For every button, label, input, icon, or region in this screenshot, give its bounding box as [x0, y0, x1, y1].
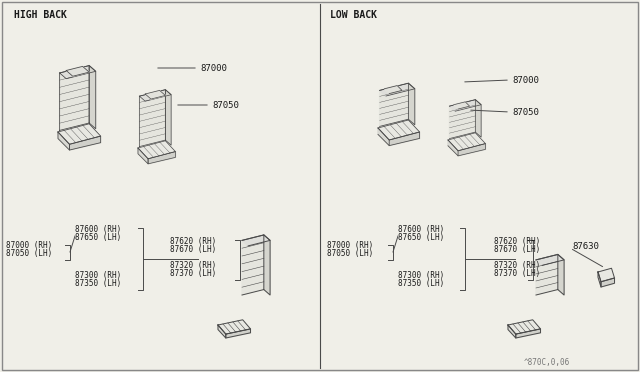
- Text: 87620 (RH): 87620 (RH): [170, 237, 216, 246]
- Text: ^870C,0,06: ^870C,0,06: [524, 358, 570, 367]
- Polygon shape: [89, 65, 96, 129]
- Polygon shape: [449, 100, 481, 111]
- Polygon shape: [449, 100, 476, 138]
- Polygon shape: [165, 90, 171, 145]
- Text: 87670 (LH): 87670 (LH): [170, 245, 216, 254]
- Polygon shape: [536, 254, 564, 265]
- Polygon shape: [516, 329, 541, 338]
- Polygon shape: [140, 90, 171, 101]
- Text: 87620 (RH): 87620 (RH): [494, 237, 540, 246]
- Text: 87050: 87050: [512, 108, 539, 116]
- Text: 87630: 87630: [572, 241, 599, 250]
- Text: 87320 (RH): 87320 (RH): [494, 261, 540, 270]
- Polygon shape: [66, 66, 89, 76]
- Text: 87000: 87000: [200, 64, 227, 73]
- Text: 87300 (RH): 87300 (RH): [75, 271, 121, 280]
- Polygon shape: [60, 65, 96, 79]
- Polygon shape: [448, 140, 458, 156]
- Text: 87350 (LH): 87350 (LH): [398, 279, 444, 288]
- Polygon shape: [58, 124, 100, 144]
- Text: 87670 (LH): 87670 (LH): [494, 245, 540, 254]
- Polygon shape: [601, 278, 614, 287]
- Polygon shape: [242, 235, 264, 295]
- Polygon shape: [508, 325, 516, 338]
- Text: 87370 (LH): 87370 (LH): [494, 269, 540, 278]
- Polygon shape: [218, 325, 226, 338]
- Polygon shape: [476, 100, 481, 137]
- Polygon shape: [536, 254, 558, 295]
- Polygon shape: [380, 83, 408, 126]
- Polygon shape: [378, 128, 389, 145]
- Polygon shape: [389, 132, 420, 145]
- Polygon shape: [408, 83, 415, 125]
- Text: 87050: 87050: [212, 100, 239, 109]
- Text: LOW BACK: LOW BACK: [330, 10, 377, 20]
- Polygon shape: [264, 235, 270, 295]
- Text: 87000 (RH): 87000 (RH): [327, 241, 373, 250]
- Text: 87050 (LH): 87050 (LH): [6, 249, 52, 258]
- Polygon shape: [508, 320, 541, 334]
- Polygon shape: [70, 136, 100, 150]
- Text: HIGH BACK: HIGH BACK: [14, 10, 67, 20]
- Polygon shape: [454, 102, 470, 109]
- Polygon shape: [378, 120, 420, 140]
- Polygon shape: [598, 268, 614, 282]
- Text: 87300 (RH): 87300 (RH): [398, 271, 444, 280]
- Polygon shape: [458, 144, 486, 156]
- Polygon shape: [58, 132, 70, 150]
- Polygon shape: [380, 83, 415, 96]
- Text: 87370 (LH): 87370 (LH): [170, 269, 216, 278]
- Polygon shape: [145, 90, 165, 99]
- Polygon shape: [138, 141, 175, 159]
- Text: 87050 (LH): 87050 (LH): [327, 249, 373, 258]
- Text: 87600 (RH): 87600 (RH): [75, 225, 121, 234]
- Text: 87000: 87000: [512, 76, 539, 84]
- Polygon shape: [140, 90, 165, 147]
- Polygon shape: [226, 329, 250, 338]
- Text: 87000 (RH): 87000 (RH): [6, 241, 52, 250]
- Text: 87600 (RH): 87600 (RH): [398, 225, 444, 234]
- Polygon shape: [148, 152, 175, 164]
- Text: 87650 (LH): 87650 (LH): [75, 233, 121, 242]
- Polygon shape: [138, 148, 148, 164]
- Polygon shape: [598, 272, 601, 287]
- Polygon shape: [385, 86, 402, 94]
- Polygon shape: [242, 235, 270, 246]
- Text: 87320 (RH): 87320 (RH): [170, 261, 216, 270]
- Polygon shape: [558, 254, 564, 295]
- Text: 87650 (LH): 87650 (LH): [398, 233, 444, 242]
- Polygon shape: [60, 65, 89, 130]
- Text: 87350 (LH): 87350 (LH): [75, 279, 121, 288]
- Polygon shape: [218, 320, 250, 334]
- Polygon shape: [448, 133, 486, 151]
